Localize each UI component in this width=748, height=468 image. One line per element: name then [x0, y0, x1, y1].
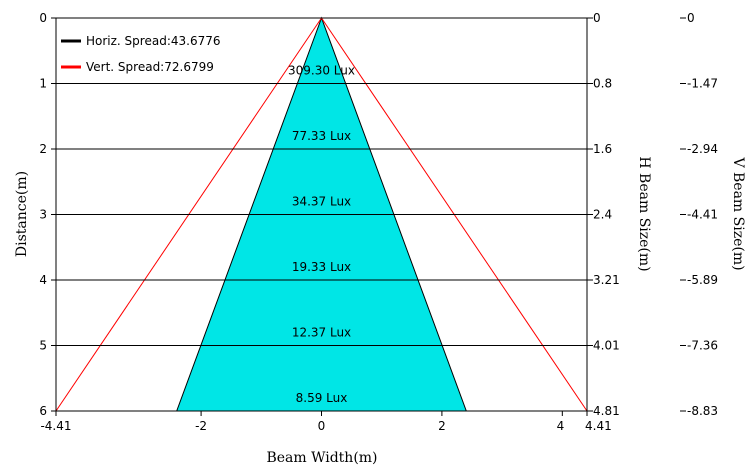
lux-label: 8.59 Lux: [296, 391, 348, 405]
h-beam-tick-label: 0: [593, 11, 601, 25]
y-tick-label: 3: [39, 208, 47, 222]
lux-label: 19.33 Lux: [292, 260, 351, 274]
x-axis-title: Beam Width(m): [266, 450, 377, 466]
v-beam-tick-label: -5.89: [687, 273, 718, 287]
x-tick-label: -2: [195, 419, 207, 433]
x-tick-label: 4.41: [585, 419, 612, 433]
legend-label: Horiz. Spread:43.6776: [86, 34, 220, 48]
v-beam-tick-label: -4.41: [687, 208, 718, 222]
v-beam-tick-label: -2.94: [687, 142, 718, 156]
v-beam-tick-label: -8.83: [687, 404, 718, 418]
h-beam-tick-label: 2.4: [593, 208, 612, 222]
v-beam-tick-label: 0: [687, 11, 695, 25]
axes: 0 1 2 3 4 5 6 0 0.8 1.6 2.4 3.21 4.01 4.81 0 -1.47 -2.94…: [39, 11, 718, 433]
lux-labels: 309.30 Lux 77.33 Lux 34.37 Lux 19.33 Lux 12.…: [288, 63, 355, 405]
h-beam-tick-label: 4.81: [593, 404, 620, 418]
y-tick-label: 6: [39, 404, 47, 418]
h-beam-tick-label: 4.01: [593, 339, 620, 353]
y-tick-label: 0: [39, 11, 47, 25]
x-tick-label: -4.41: [40, 419, 71, 433]
y-tick-label: 1: [39, 77, 47, 91]
y-tick-label: 2: [39, 142, 47, 156]
lux-label: 77.33 Lux: [292, 129, 351, 143]
h-beam-tick-label: 3.21: [593, 273, 620, 287]
h-beam-tick-label: 0.8: [593, 77, 612, 91]
y-tick-label: 4: [39, 273, 47, 287]
x-tick-label: 0: [318, 419, 326, 433]
legend-label: Vert. Spread:72.6799: [86, 60, 214, 74]
x-tick-label: 4: [557, 419, 565, 433]
v-beam-tick-label: -1.47: [687, 77, 718, 91]
lux-label: 34.37 Lux: [292, 194, 351, 208]
h-beam-tick-label: 1.6: [593, 142, 612, 156]
legend: Horiz. Spread:43.6776 Vert. Spread:72.679…: [61, 34, 220, 74]
h-beam-axis-title: H Beam Size(m): [636, 156, 652, 271]
y-tick-label: 5: [39, 339, 47, 353]
lux-label: 12.37 Lux: [292, 325, 351, 339]
v-beam-axis-title: V Beam Size(m): [730, 156, 746, 270]
x-tick-label: 2: [438, 419, 446, 433]
y-axis-title: Distance(m): [14, 171, 30, 257]
v-beam-tick-label: -7.36: [687, 339, 718, 353]
lux-label: 309.30 Lux: [288, 63, 355, 77]
